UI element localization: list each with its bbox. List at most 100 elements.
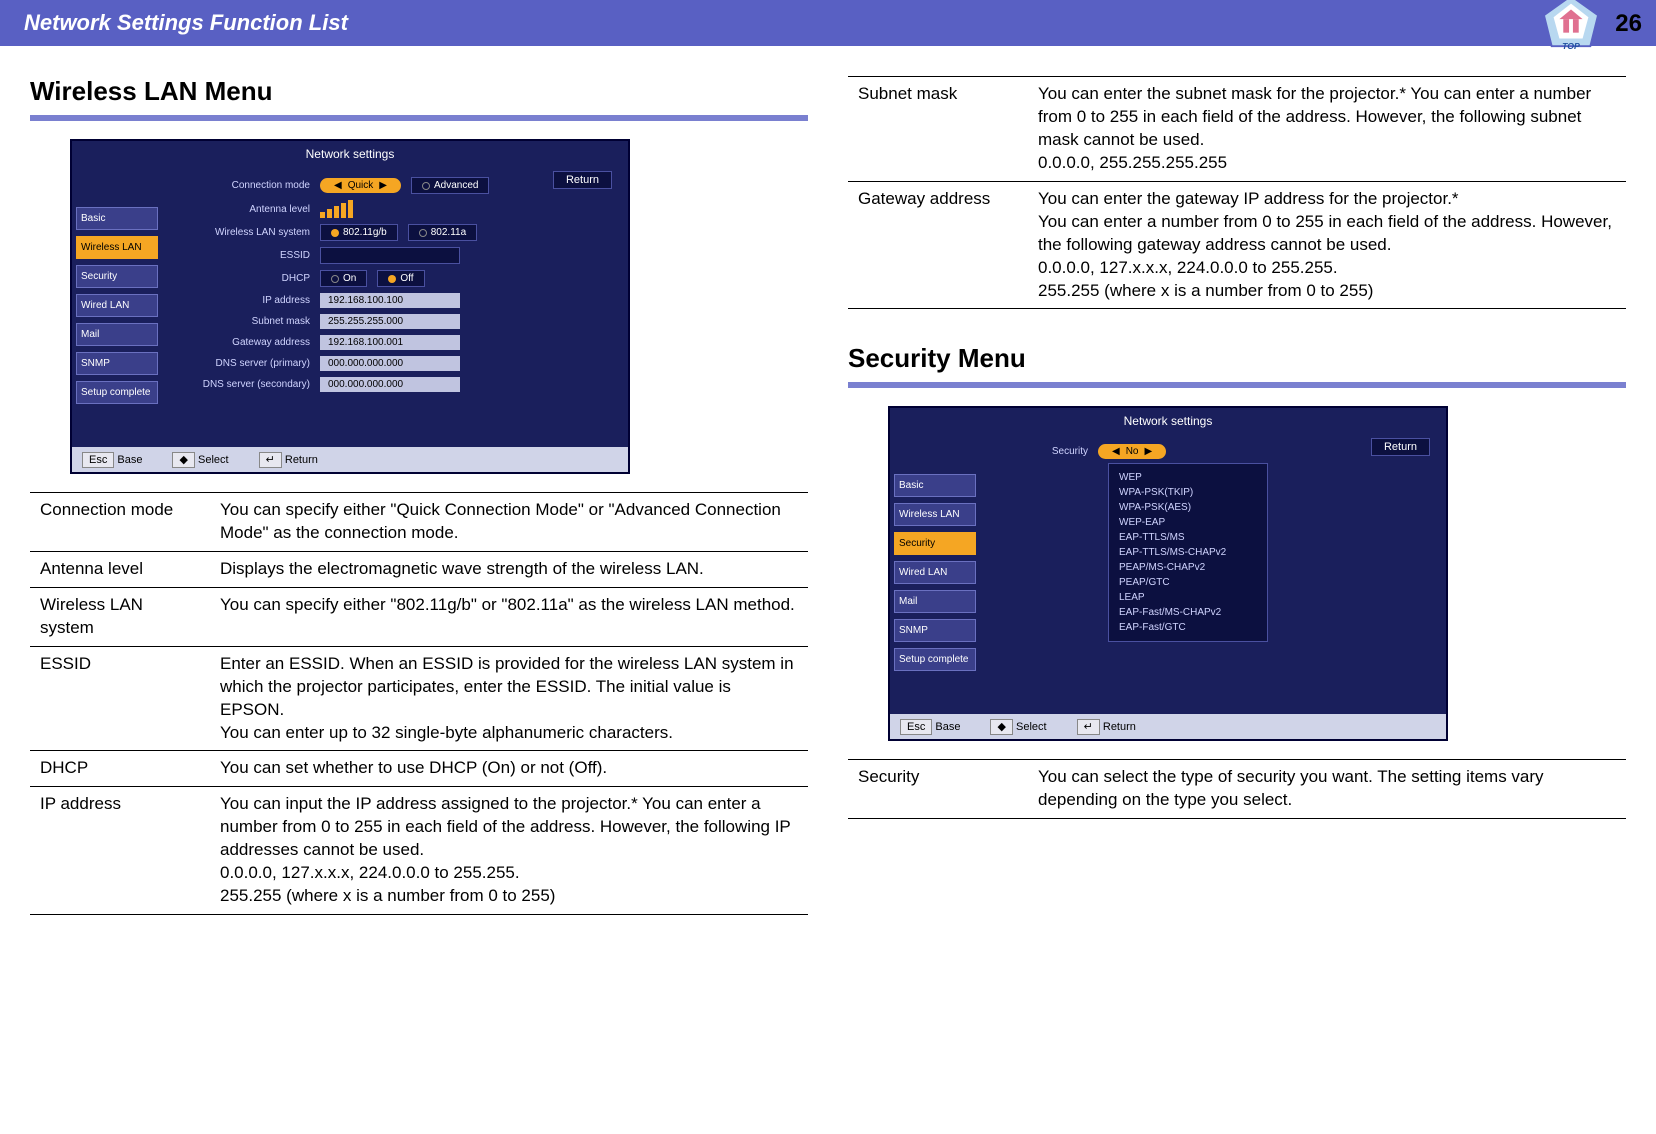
select-key: ◆ — [172, 452, 194, 468]
nav-mail[interactable]: Mail — [76, 323, 158, 346]
return-key: ↵ — [1077, 719, 1100, 735]
connmode-select[interactable]: ◀ Quick ▶ — [320, 178, 401, 193]
dhcp-off[interactable]: Off — [377, 270, 424, 287]
cell-val: You can select the type of security you … — [1028, 760, 1626, 819]
label-gw: Gateway address — [170, 337, 320, 348]
sec-opt[interactable]: PEAP/MS-CHAPv2 — [1119, 560, 1257, 575]
table-row: Wireless LAN systemYou can specify eithe… — [30, 587, 808, 646]
cell-key: Connection mode — [30, 493, 210, 552]
shot-nav: Basic Wireless LAN Security Wired LAN Ma… — [890, 434, 980, 714]
label-mask: Subnet mask — [170, 316, 320, 327]
nav-mail[interactable]: Mail — [894, 590, 976, 613]
nav-basic[interactable]: Basic — [894, 474, 976, 497]
header-title: Network Settings Function List — [24, 10, 348, 36]
sec-opt[interactable]: EAP-TTLS/MS-CHAPv2 — [1119, 545, 1257, 560]
sec-opt[interactable]: PEAP/GTC — [1119, 575, 1257, 590]
return-button[interactable]: Return — [553, 171, 612, 189]
return-key: ↵ — [259, 452, 282, 468]
top-icon[interactable]: TOP — [1542, 0, 1600, 52]
essid-field[interactable] — [320, 247, 460, 264]
mask-field[interactable]: 255.255.255.000 — [320, 314, 460, 329]
cell-val: You can set whether to use DHCP (On) or … — [210, 751, 808, 787]
gw-field[interactable]: 192.168.100.001 — [320, 335, 460, 350]
security-select[interactable]: ◀ No ▶ — [1098, 444, 1166, 459]
return-button[interactable]: Return — [1371, 438, 1430, 456]
antenna-bars — [320, 200, 353, 218]
label-system: Wireless LAN system — [170, 227, 320, 238]
table-row: Subnet maskYou can enter the subnet mask… — [848, 77, 1626, 182]
sec-opt[interactable]: EAP-TTLS/MS — [1119, 530, 1257, 545]
cell-key: DHCP — [30, 751, 210, 787]
cell-key: ESSID — [30, 646, 210, 751]
cell-val: You can input the IP address assigned to… — [210, 787, 808, 915]
label-connmode: Connection mode — [170, 180, 320, 191]
security-screenshot: Network settings Return Basic Wireless L… — [888, 406, 1448, 741]
label-ip: IP address — [170, 295, 320, 306]
nav-complete[interactable]: Setup complete — [76, 381, 158, 404]
cell-val: You can enter the gateway IP address for… — [1028, 181, 1626, 309]
cell-val: You can specify either "Quick Connection… — [210, 493, 808, 552]
nav-wired[interactable]: Wired LAN — [894, 561, 976, 584]
table-row: Antenna levelDisplays the electromagneti… — [30, 551, 808, 587]
page-header: Network Settings Function List TOP 26 — [0, 0, 1656, 46]
connmode-alt[interactable]: Advanced — [411, 177, 489, 194]
cell-key: Wireless LAN system — [30, 587, 210, 646]
nav-wired[interactable]: Wired LAN — [76, 294, 158, 317]
nav-wireless[interactable]: Wireless LAN — [76, 236, 158, 259]
table-row: IP addressYou can input the IP address a… — [30, 787, 808, 915]
nav-wireless[interactable]: Wireless LAN — [894, 503, 976, 526]
table-row: DHCPYou can set whether to use DHCP (On)… — [30, 751, 808, 787]
sys-gb[interactable]: 802.11g/b — [320, 224, 398, 241]
security-table: SecurityYou can select the type of secur… — [848, 759, 1626, 819]
label-security: Security — [988, 446, 1098, 457]
shot-footer: Esc Base ◆ Select ↵ Return — [72, 447, 628, 472]
wireless-screenshot: Network settings Return Basic Wireless L… — [70, 139, 630, 474]
sec-opt[interactable]: EAP-Fast/MS-CHAPv2 — [1119, 605, 1257, 620]
cell-key: IP address — [30, 787, 210, 915]
dns1-field[interactable]: 000.000.000.000 — [320, 356, 460, 371]
section-rule — [848, 382, 1626, 388]
cell-key: Subnet mask — [848, 77, 1028, 182]
esc-key: Esc — [900, 719, 932, 735]
svg-text:TOP: TOP — [1562, 41, 1580, 51]
wireless-table: Connection modeYou can specify either "Q… — [30, 492, 808, 915]
right-column: Subnet maskYou can enter the subnet mask… — [848, 76, 1626, 915]
select-key: ◆ — [990, 719, 1012, 735]
nav-snmp[interactable]: SNMP — [76, 352, 158, 375]
nav-complete[interactable]: Setup complete — [894, 648, 976, 671]
sec-opt[interactable]: WEP-EAP — [1119, 515, 1257, 530]
section-title-security: Security Menu — [848, 343, 1626, 374]
dns2-field[interactable]: 000.000.000.000 — [320, 377, 460, 392]
table-row: Connection modeYou can specify either "Q… — [30, 493, 808, 552]
shot-title: Network settings — [890, 408, 1446, 434]
shot-title: Network settings — [72, 141, 628, 167]
dhcp-on[interactable]: On — [320, 270, 367, 287]
sec-opt[interactable]: WEP — [1119, 470, 1257, 485]
shot-nav: Basic Wireless LAN Security Wired LAN Ma… — [72, 167, 162, 447]
nav-basic[interactable]: Basic — [76, 207, 158, 230]
sec-opt[interactable]: EAP-Fast/GTC — [1119, 620, 1257, 635]
nav-security[interactable]: Security — [76, 265, 158, 288]
security-dropdown[interactable]: WEP WPA-PSK(TKIP) WPA-PSK(AES) WEP-EAP E… — [1108, 463, 1268, 642]
label-dns2: DNS server (secondary) — [170, 379, 320, 390]
section-rule — [30, 115, 808, 121]
esc-key: Esc — [82, 452, 114, 468]
left-column: Wireless LAN Menu Network settings Retur… — [30, 76, 808, 915]
shot-footer: Esc Base ◆ Select ↵ Return — [890, 714, 1446, 739]
page-number: 26 — [1615, 10, 1642, 38]
sec-opt[interactable]: WPA-PSK(AES) — [1119, 500, 1257, 515]
nav-snmp[interactable]: SNMP — [894, 619, 976, 642]
label-dhcp: DHCP — [170, 273, 320, 284]
nav-security[interactable]: Security — [894, 532, 976, 555]
sys-a[interactable]: 802.11a — [408, 224, 477, 241]
cell-key: Security — [848, 760, 1028, 819]
sec-opt[interactable]: LEAP — [1119, 590, 1257, 605]
cell-val: You can specify either "802.11g/b" or "8… — [210, 587, 808, 646]
ip-field[interactable]: 192.168.100.100 — [320, 293, 460, 308]
sec-opt[interactable]: WPA-PSK(TKIP) — [1119, 485, 1257, 500]
wireless-table-cont: Subnet maskYou can enter the subnet mask… — [848, 76, 1626, 309]
label-antenna: Antenna level — [170, 204, 320, 215]
section-title-wireless: Wireless LAN Menu — [30, 76, 808, 107]
table-row: Gateway addressYou can enter the gateway… — [848, 181, 1626, 309]
label-dns1: DNS server (primary) — [170, 358, 320, 369]
